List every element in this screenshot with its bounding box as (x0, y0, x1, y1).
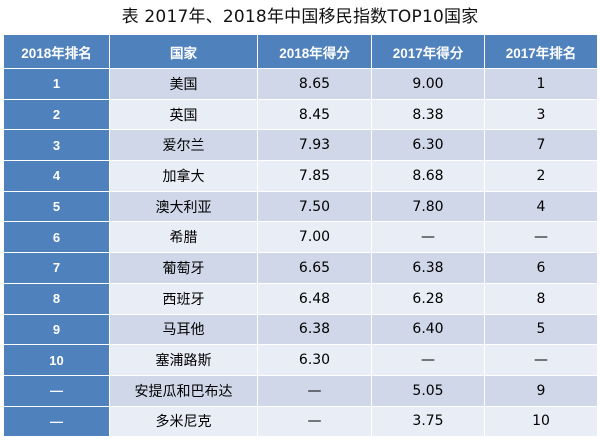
cell-country: 加拿大 (109, 160, 258, 192)
cell-rank-2017: 3 (484, 98, 598, 131)
cell-score-2017: 9.00 (371, 68, 485, 100)
cell-country: 英国 (109, 98, 258, 131)
cell-country: 美国 (109, 68, 258, 100)
table-row: 10 塞浦路斯 6.30 — — (3, 344, 598, 376)
cell-score-2018: 7.93 (257, 129, 372, 162)
cell-rank-2017: — (484, 221, 598, 254)
cell-rank-2018: 9 (3, 313, 110, 346)
cell-score-2017: 6.38 (371, 252, 485, 284)
table-title: 表 2017年、2018年中国移民指数TOP10国家 (121, 7, 479, 27)
table-header-row: 2018年排名 国家 2018年得分 2017年得分 2017年排名 (3, 34, 598, 69)
header-country: 国家 (109, 34, 258, 69)
cell-score-2017: 8.68 (371, 160, 485, 192)
table-row: — 安提瓜和巴布达 — 5.05 9 (3, 374, 598, 407)
table-row: 6 希腊 7.00 — — (3, 221, 598, 254)
table-row: — 多米尼克 — 3.75 10 (3, 405, 598, 438)
table-row: 8 西班牙 6.48 6.28 8 (3, 282, 598, 315)
cell-country: 多米尼克 (109, 405, 258, 438)
cell-rank-2017: 9 (484, 374, 598, 407)
header-rank-2017: 2017年排名 (484, 34, 598, 69)
cell-score-2017: 5.05 (371, 374, 485, 407)
cell-score-2018: 6.38 (257, 313, 372, 346)
cell-rank-2018: 1 (3, 68, 110, 100)
cell-rank-2018: 8 (3, 282, 110, 315)
table-row: 4 加拿大 7.85 8.68 2 (3, 160, 598, 192)
cell-score-2018: 8.45 (257, 98, 372, 131)
cell-rank-2018: — (3, 405, 110, 438)
cell-rank-2017: 6 (484, 252, 598, 284)
cell-rank-2018: 2 (3, 98, 110, 131)
immigration-index-table: 2018年排名 国家 2018年得分 2017年得分 2017年排名 1 美国 … (3, 34, 598, 438)
cell-country: 塞浦路斯 (109, 344, 258, 376)
cell-rank-2018: 6 (3, 221, 110, 254)
cell-rank-2018: — (3, 374, 110, 407)
cell-score-2018: 6.30 (257, 344, 372, 376)
table-row: 9 马耳他 6.38 6.40 5 (3, 313, 598, 346)
cell-rank-2017: 4 (484, 190, 598, 223)
cell-score-2017: 6.40 (371, 313, 485, 346)
cell-score-2018: — (257, 405, 372, 438)
cell-score-2017: 3.75 (371, 405, 485, 438)
cell-score-2017: 8.38 (371, 98, 485, 131)
header-score-2018: 2018年得分 (257, 34, 372, 69)
table-row: 1 美国 8.65 9.00 1 (3, 68, 598, 100)
cell-score-2018: 7.50 (257, 190, 372, 223)
cell-rank-2018: 7 (3, 252, 110, 284)
cell-rank-2017: 2 (484, 160, 598, 192)
cell-country: 爱尔兰 (109, 129, 258, 162)
cell-score-2017: 7.80 (371, 190, 485, 223)
cell-rank-2018: 5 (3, 190, 110, 223)
cell-rank-2017: 10 (484, 405, 598, 438)
cell-rank-2017: 7 (484, 129, 598, 162)
cell-score-2017: — (371, 221, 485, 254)
cell-country: 葡萄牙 (109, 252, 258, 284)
table-row: 5 澳大利亚 7.50 7.80 4 (3, 190, 598, 223)
cell-rank-2017: 5 (484, 313, 598, 346)
cell-rank-2017: 8 (484, 282, 598, 315)
cell-score-2018: — (257, 374, 372, 407)
cell-country: 马耳他 (109, 313, 258, 346)
cell-score-2018: 6.48 (257, 282, 372, 315)
header-rank-2018: 2018年排名 (3, 34, 110, 69)
cell-country: 澳大利亚 (109, 190, 258, 223)
table-row: 7 葡萄牙 6.65 6.38 6 (3, 252, 598, 284)
cell-score-2018: 7.85 (257, 160, 372, 192)
cell-score-2017: 6.28 (371, 282, 485, 315)
cell-score-2018: 7.00 (257, 221, 372, 254)
cell-score-2018: 8.65 (257, 68, 372, 100)
cell-score-2017: — (371, 344, 485, 376)
cell-country: 安提瓜和巴布达 (109, 374, 258, 407)
cell-country: 希腊 (109, 221, 258, 254)
cell-rank-2018: 4 (3, 160, 110, 192)
table-row: 3 爱尔兰 7.93 6.30 7 (3, 129, 598, 162)
cell-country: 西班牙 (109, 282, 258, 315)
header-score-2017: 2017年得分 (371, 34, 485, 69)
cell-score-2018: 6.65 (257, 252, 372, 284)
cell-rank-2017: — (484, 344, 598, 376)
table-row: 2 英国 8.45 8.38 3 (3, 98, 598, 131)
cell-score-2017: 6.30 (371, 129, 485, 162)
cell-rank-2018: 10 (3, 344, 110, 376)
cell-rank-2018: 3 (3, 129, 110, 162)
cell-rank-2017: 1 (484, 68, 598, 100)
